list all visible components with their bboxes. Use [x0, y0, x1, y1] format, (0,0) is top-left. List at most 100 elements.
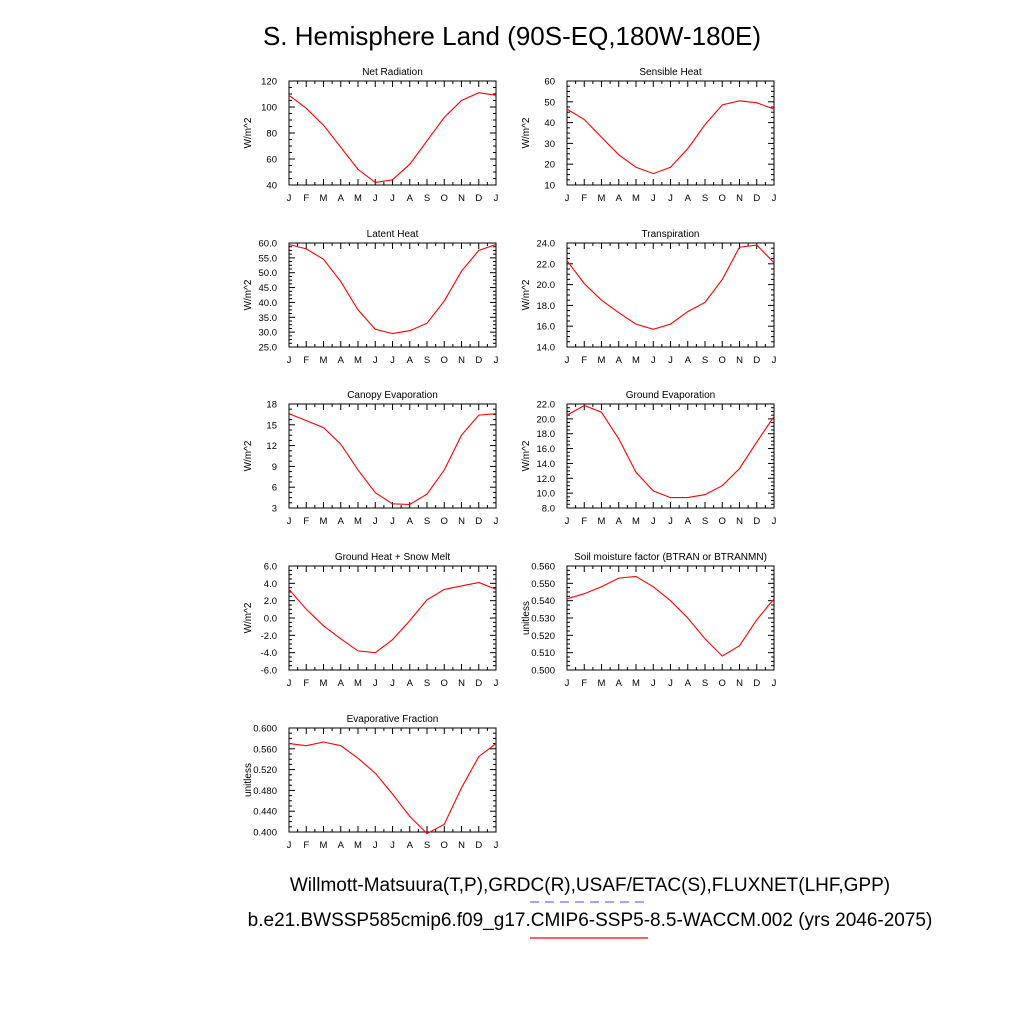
y-tick-label: 0.600 — [253, 724, 277, 735]
x-tick-label: M — [320, 193, 328, 204]
x-tick-label: J — [373, 840, 378, 851]
x-tick-label: J — [287, 355, 292, 366]
y-tick-label: 80 — [266, 129, 277, 140]
x-tick-label: O — [719, 516, 726, 527]
plot-frame — [288, 727, 497, 833]
x-tick-label: J — [651, 516, 656, 527]
y-tick-label: 6.0 — [264, 562, 277, 573]
x-tick-label: A — [407, 355, 414, 366]
plot-frame — [288, 565, 497, 671]
x-tick-label: J — [668, 516, 673, 527]
y-tick-label: 60.0 — [259, 239, 278, 250]
y-tick-label: 18.0 — [537, 301, 556, 312]
x-tick-label: A — [616, 355, 623, 366]
x-tick-label: J — [287, 516, 292, 527]
x-tick-label: M — [320, 516, 328, 527]
y-tick-label: -6.0 — [261, 666, 277, 677]
y-tick-label: 45.0 — [259, 283, 278, 294]
x-tick-label: J — [494, 840, 499, 851]
y-tick-label: 12 — [266, 441, 277, 452]
x-tick-label: A — [407, 516, 414, 527]
x-tick-label: O — [719, 355, 726, 366]
x-tick-label: F — [303, 840, 309, 851]
figure-title: S. Hemisphere Land (90S-EQ,180W-180E) — [263, 21, 761, 51]
x-tick-label: O — [441, 516, 448, 527]
series-line — [288, 92, 497, 183]
y-tick-label: 30.0 — [259, 328, 278, 339]
y-axis-label: W/m^2 — [243, 117, 254, 148]
legend-observations-text: Willmott-Matsuura(T,P),GRDC(R),USAF/ETAC… — [290, 875, 890, 896]
panel-title: Evaporative Fraction — [347, 714, 439, 725]
x-tick-label: S — [424, 355, 430, 366]
y-tick-label: 22.0 — [537, 259, 556, 270]
y-tick-label: 55.0 — [259, 253, 278, 264]
y-tick-label: 12.0 — [537, 474, 556, 485]
x-tick-label: D — [475, 193, 482, 204]
y-tick-label: -2.0 — [261, 631, 277, 642]
x-tick-label: A — [338, 516, 345, 527]
x-tick-label: M — [598, 678, 606, 689]
panel-title: Canopy Evaporation — [347, 390, 438, 401]
x-tick-label: F — [303, 355, 309, 366]
y-tick-label: 20.0 — [537, 414, 556, 425]
x-tick-label: S — [702, 355, 708, 366]
y-tick-label: 0.500 — [531, 666, 555, 677]
x-tick-label: J — [565, 516, 570, 527]
x-tick-label: A — [407, 193, 414, 204]
x-tick-label: J — [494, 516, 499, 527]
x-tick-label: F — [581, 678, 587, 689]
x-tick-label: M — [354, 355, 362, 366]
x-tick-label: A — [338, 678, 345, 689]
x-tick-label: J — [390, 193, 395, 204]
y-axis-label: W/m^2 — [243, 440, 254, 471]
panel-title: Transpiration — [642, 229, 700, 240]
y-tick-label: 60 — [544, 77, 555, 88]
x-tick-label: J — [287, 678, 292, 689]
panel-title: Ground Heat + Snow Melt — [335, 552, 451, 563]
y-tick-label: 30 — [544, 139, 555, 150]
y-tick-label: 0.440 — [253, 807, 277, 818]
x-tick-label: M — [354, 193, 362, 204]
x-tick-label: D — [475, 840, 482, 851]
plot-frame — [288, 403, 497, 509]
y-tick-label: 40 — [266, 181, 277, 192]
x-tick-label: S — [424, 840, 430, 851]
y-tick-label: 9 — [272, 462, 277, 473]
y-tick-label: 0.520 — [253, 765, 277, 776]
x-tick-label: M — [598, 355, 606, 366]
x-tick-label: M — [632, 678, 640, 689]
x-tick-label: M — [320, 678, 328, 689]
x-tick-label: O — [441, 840, 448, 851]
y-tick-label: 10 — [544, 181, 555, 192]
x-tick-label: A — [338, 355, 345, 366]
y-tick-label: 40 — [544, 118, 555, 129]
y-axis-label: W/m^2 — [521, 117, 532, 148]
x-tick-label: J — [287, 840, 292, 851]
x-tick-label: M — [632, 355, 640, 366]
x-tick-label: J — [668, 193, 673, 204]
x-tick-label: J — [668, 678, 673, 689]
x-tick-label: J — [373, 678, 378, 689]
panel-title: Sensible Heat — [639, 67, 701, 78]
x-tick-label: A — [616, 678, 623, 689]
y-tick-label: 25.0 — [259, 343, 278, 354]
x-tick-label: A — [616, 516, 623, 527]
x-tick-label: M — [632, 193, 640, 204]
x-tick-label: J — [772, 678, 777, 689]
y-axis-label: unitless — [243, 763, 254, 797]
x-tick-label: N — [458, 840, 465, 851]
y-tick-label: 20 — [544, 160, 555, 171]
x-tick-label: A — [338, 840, 345, 851]
x-tick-label: J — [772, 355, 777, 366]
x-tick-label: N — [458, 193, 465, 204]
x-tick-label: S — [424, 678, 430, 689]
x-tick-label: A — [685, 678, 692, 689]
x-tick-label: F — [581, 193, 587, 204]
y-tick-label: 18 — [266, 400, 277, 411]
series-line — [288, 413, 497, 506]
panel-title: Ground Evaporation — [626, 390, 716, 401]
